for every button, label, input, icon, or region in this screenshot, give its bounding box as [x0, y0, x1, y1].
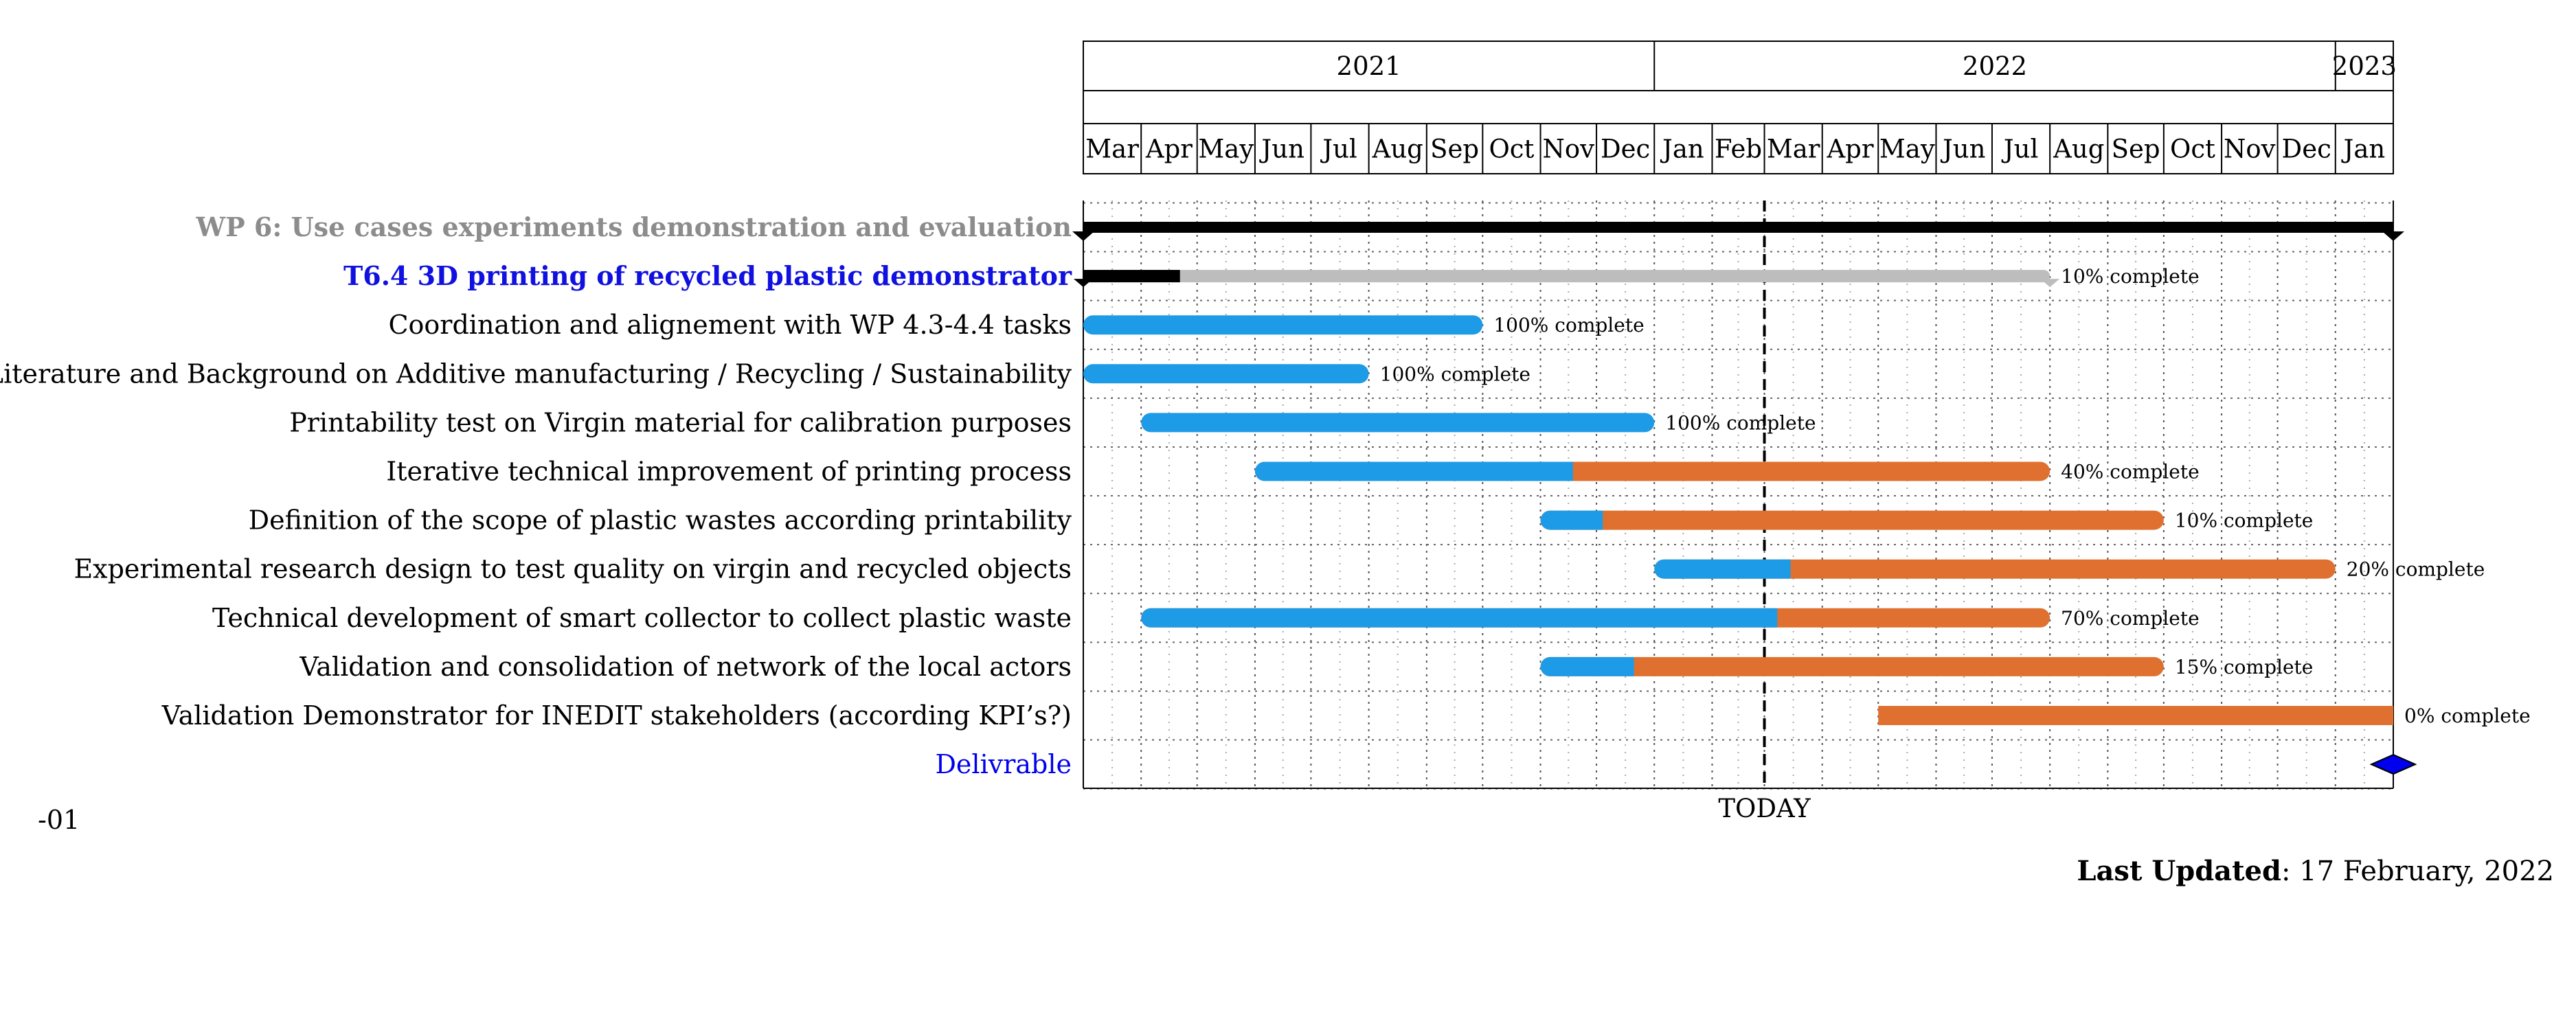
month-header-frame — [1083, 123, 2394, 174]
month-label: Dec — [1601, 135, 1650, 164]
month-label: Feb — [1715, 135, 1762, 164]
task-label: Printability test on Virgin material for… — [289, 407, 1072, 437]
bar-complete-join — [1781, 559, 1791, 579]
milestone-label: Delivrable — [935, 749, 1072, 779]
bar-remaining — [1654, 559, 2336, 579]
last-updated-label: Last Updated — [2077, 855, 2281, 887]
percent-complete-label: 10% complete — [2175, 510, 2314, 532]
bar-complete-join — [1624, 656, 1634, 676]
bar-complete-join — [1593, 510, 1603, 530]
bar-remaining-square — [1878, 706, 2393, 725]
task-label: Coordination and alignement with WP 4.3-… — [388, 310, 1072, 340]
wp-bar — [1083, 222, 2393, 233]
month-label: May — [1198, 135, 1254, 164]
month-label: Oct — [1489, 135, 1534, 164]
bar-complete — [1654, 559, 1791, 579]
last-updated: Last Updated: 17 February, 2022 — [2077, 855, 2554, 887]
month-label: Jul — [1320, 135, 1357, 164]
percent-complete-label: 100% complete — [1493, 314, 1644, 336]
month-label: Jan — [2341, 135, 2386, 164]
task-bar-end-cap — [2040, 279, 2060, 288]
task-label: Validation and consolidation of network … — [299, 652, 1072, 682]
month-label: Apr — [1145, 135, 1193, 164]
bar-complete — [1141, 608, 1778, 628]
month-label: Dec — [2282, 135, 2331, 164]
month-label: Jan — [1660, 135, 1704, 164]
bar-remaining — [1540, 510, 2164, 530]
percent-complete-label: 10% complete — [2061, 265, 2200, 288]
wp-bar-end-cap — [2382, 231, 2404, 241]
task-label: Technical development of smart collector… — [212, 603, 1072, 633]
month-label: Oct — [2170, 135, 2215, 164]
task-label: T6.4 3D printing of recycled plastic dem… — [343, 260, 1072, 291]
month-label: Jun — [1258, 135, 1304, 164]
percent-complete-label: 100% complete — [1380, 363, 1530, 385]
month-label: Sep — [1430, 135, 1479, 164]
bar-complete — [1254, 461, 1573, 481]
task-label: Experimental research design to test qua… — [74, 554, 1072, 584]
bar-remaining — [1083, 364, 1369, 384]
month-label: Jun — [1940, 135, 1986, 164]
last-updated-value: : 17 February, 2022 — [2281, 856, 2554, 887]
percent-complete-label: 20% complete — [2347, 558, 2485, 581]
bar-complete — [1540, 656, 1634, 676]
month-label: Aug — [1372, 135, 1423, 164]
bar-complete-join — [1767, 608, 1778, 628]
percent-complete-label: 40% complete — [2061, 461, 2200, 483]
today-label: TODAY — [1718, 794, 1811, 823]
month-label: Mar — [1767, 135, 1820, 164]
task-label: Literature and Background on Additive ma… — [0, 358, 1072, 389]
task-label: Definition of the scope of plastic waste… — [249, 505, 1072, 536]
month-label: Mar — [1085, 135, 1139, 164]
month-label: May — [1879, 135, 1935, 164]
bar-remaining — [1540, 656, 2164, 676]
month-label: Aug — [2053, 135, 2104, 164]
percent-complete-label: 15% complete — [2175, 656, 2314, 678]
bar-remaining — [1083, 315, 1483, 335]
month-label: Nov — [2224, 135, 2276, 164]
percent-complete-label: 70% complete — [2061, 607, 2200, 630]
milestone-marker — [2369, 754, 2417, 775]
month-label: Jul — [2001, 135, 2039, 164]
header-spacer-frame — [1083, 90, 2394, 124]
task-label: Validation Demonstrator for INEDIT stake… — [161, 700, 1072, 731]
task-bar-remaining — [1083, 270, 2050, 283]
year-header-frame — [1083, 41, 2394, 91]
percent-complete-label: 100% complete — [1665, 411, 1816, 434]
year-label: 2022 — [1963, 52, 2027, 81]
bar-remaining — [1141, 413, 1655, 433]
bar-complete — [1540, 510, 1603, 530]
month-label: Apr — [1826, 135, 1873, 164]
year-label: 2023 — [2332, 52, 2397, 81]
stray-label: -01 — [38, 805, 80, 835]
percent-complete-label: 0% complete — [2404, 705, 2531, 727]
month-label: Nov — [1543, 135, 1595, 164]
bar-complete-join — [1563, 461, 1573, 481]
task-bar-complete — [1083, 270, 1180, 283]
task-label: Iterative technical improvement of print… — [386, 457, 1072, 487]
month-label: Sep — [2112, 135, 2160, 164]
task-label: WP 6: Use cases experiments demonstratio… — [195, 211, 1072, 242]
year-label: 2021 — [1337, 52, 1401, 81]
task-bar-start-cap — [1074, 279, 1093, 288]
wp-bar-start-cap — [1072, 231, 1094, 241]
